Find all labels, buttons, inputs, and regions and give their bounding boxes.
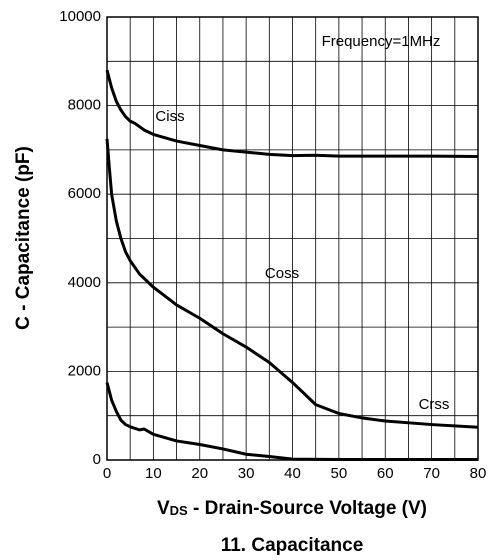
y-tick-label: 10000 <box>59 8 101 25</box>
y-tick-label: 6000 <box>68 185 101 202</box>
x-tick-label: 40 <box>284 465 301 482</box>
x-tick-label: 10 <box>145 465 162 482</box>
x-tick-label: 80 <box>470 465 487 482</box>
annotation: Frequency=1MHz <box>322 33 441 50</box>
x-tick-label: 60 <box>377 465 394 482</box>
x-tick-label: 50 <box>331 465 348 482</box>
series-line <box>105 69 479 159</box>
y-tick-label: 8000 <box>68 97 101 114</box>
series-label: Coss <box>265 265 299 282</box>
y-tick-label: 0 <box>93 451 101 468</box>
x-label-main: V <box>157 498 170 519</box>
y-tick-label: 2000 <box>68 362 101 379</box>
x-tick-label: 30 <box>238 465 255 482</box>
series-label: Ciss <box>155 108 184 125</box>
x-label-rest: - Drain-Source Voltage (V) <box>188 498 427 519</box>
y-axis-label: C - Capacitance (pF) <box>13 146 34 330</box>
x-axis-label: VDS - Drain-Source Voltage (V) <box>157 498 427 519</box>
x-label-sub: DS <box>170 503 188 518</box>
y-tick-label: 4000 <box>68 274 101 291</box>
series-label: Crss <box>419 396 450 413</box>
x-tick-label: 20 <box>191 465 208 482</box>
x-tick-label: 70 <box>423 465 440 482</box>
chart-title: 11. Capacitance <box>221 535 364 556</box>
x-tick-label: 0 <box>103 465 111 482</box>
series-line <box>105 382 478 462</box>
series-line <box>105 138 479 429</box>
